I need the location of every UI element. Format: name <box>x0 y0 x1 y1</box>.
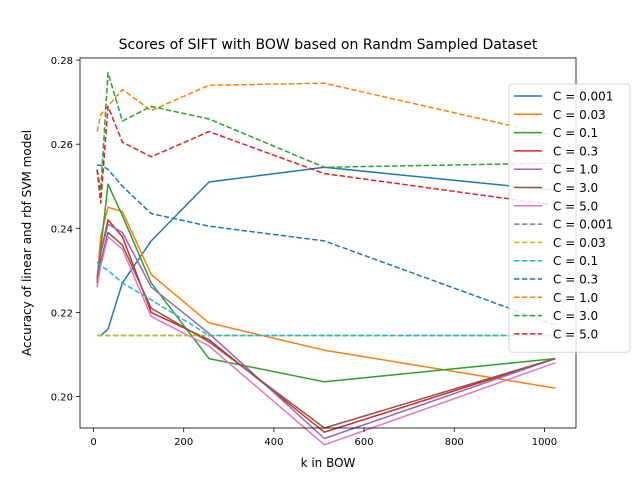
legend-label: C = 3.0 <box>553 309 598 323</box>
x-tick-label: 400 <box>264 437 283 448</box>
y-tick-label: 0.20 <box>51 392 73 403</box>
series-line-6 <box>96 235 556 446</box>
x-tick-label: 800 <box>445 437 464 448</box>
y-tick-label: 0.24 <box>51 224 73 235</box>
series-line-0 <box>97 166 556 337</box>
series-line-10 <box>97 164 556 326</box>
y-tick-label: 0.28 <box>51 56 73 67</box>
series-line-1 <box>96 206 556 389</box>
series-line-12 <box>96 71 556 192</box>
x-tick-label: 0 <box>90 437 96 448</box>
series-line-11 <box>96 82 556 137</box>
chart-title: Scores of SIFT with BOW based on Randm S… <box>119 37 538 53</box>
legend-label: C = 0.3 <box>553 144 598 158</box>
series-line-2 <box>96 183 556 383</box>
series-line-3 <box>96 219 556 433</box>
legend-label: C = 0.001 <box>553 218 613 232</box>
x-axis-label: k in BOW <box>301 456 356 470</box>
legend-label: C = 5.0 <box>553 199 598 213</box>
series-line-13 <box>96 105 556 206</box>
legend-label: C = 0.1 <box>553 126 598 140</box>
x-tick-label: 600 <box>355 437 374 448</box>
legend-label: C = 5.0 <box>553 327 598 341</box>
y-axis-label: Accuracy of linear and rbf SVM model <box>20 130 34 356</box>
x-tick-label: 1000 <box>532 437 557 448</box>
legend-label: C = 0.03 <box>553 236 606 250</box>
series-line-4 <box>96 223 556 440</box>
legend-label: C = 3.0 <box>553 181 598 195</box>
legend-label: C = 0.1 <box>553 254 598 268</box>
y-tick-label: 0.22 <box>51 308 73 319</box>
legend-label: C = 1.0 <box>553 163 598 177</box>
legend-label: C = 0.3 <box>553 273 598 287</box>
series-line-5 <box>96 231 556 429</box>
y-tick-label: 0.26 <box>51 140 73 151</box>
legend-label: C = 0.001 <box>553 90 613 104</box>
series-line-9 <box>96 261 556 337</box>
x-tick-label: 200 <box>174 437 193 448</box>
legend-label: C = 1.0 <box>553 291 598 305</box>
legend-label: C = 0.03 <box>553 108 606 122</box>
